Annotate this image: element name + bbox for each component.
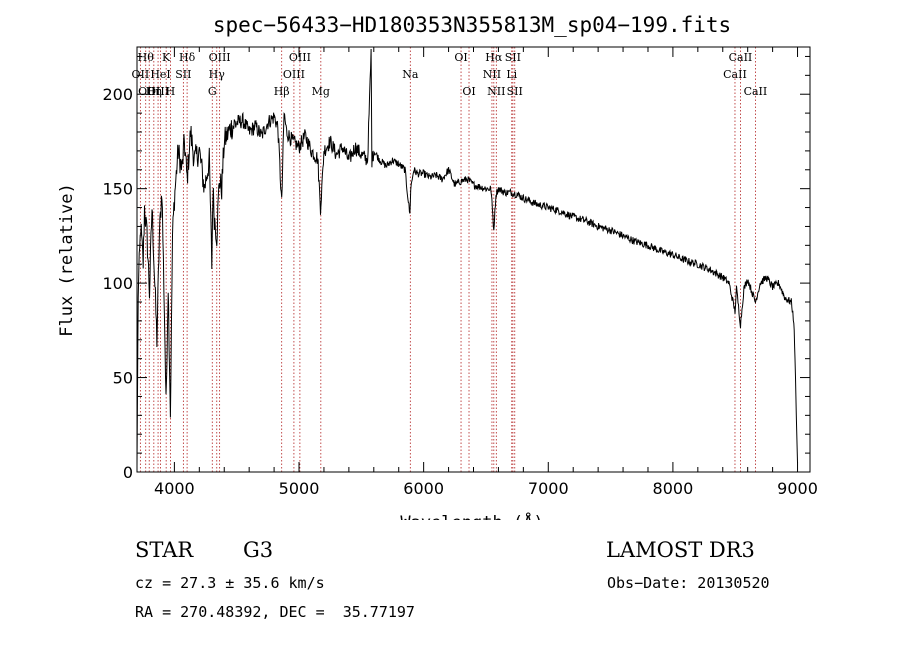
axis-ticks: 4000 5000 6000 7000 8000 9000 0 50 100 150 200 (102, 47, 818, 498)
line-label: SII (507, 85, 523, 98)
y-tick-label: 150 (102, 180, 133, 199)
line-label: OI (454, 51, 467, 64)
x-tick-label: 5000 (279, 479, 320, 498)
line-label: OIII (209, 51, 231, 64)
line-label: Mg (312, 85, 330, 98)
spectrum-line (136, 48, 798, 467)
line-label: Hθ (138, 51, 155, 64)
line-label: OI (462, 85, 475, 98)
spectrum-chart: spec−56433−HD180353N355813M_sp04−199.fit… (57, 13, 818, 520)
plot-frame (136, 46, 811, 473)
line-labels: OIIHθOIIIHηOIIIHeIKHSIIHδGHγOIIIHβOIIIOI… (132, 51, 768, 98)
line-label: CaII (744, 85, 768, 98)
line-label: SII (175, 68, 191, 81)
redshift-info: cz = 27.3 ± 35.6 km/s (135, 574, 325, 592)
line-label: NII (483, 68, 501, 81)
line-label: OIII (147, 85, 169, 98)
chart-title: spec−56433−HD180353N355813M_sp04−199.fit… (213, 13, 731, 37)
x-tick-label: 6000 (403, 479, 444, 498)
line-label: H (166, 85, 176, 98)
line-label: HeI (150, 68, 170, 81)
line-label: Na (402, 68, 419, 81)
line-label: SII (505, 51, 521, 64)
line-label: G (208, 85, 217, 98)
line-label: OII (132, 68, 150, 81)
coordinates: RA = 270.48392, DEC = 35.77197 (135, 603, 415, 621)
line-label: CaII (723, 68, 747, 81)
observation-date: Obs−Date: 20130520 (607, 574, 770, 592)
line-label: Hγ (209, 68, 226, 81)
line-label: Li (506, 68, 517, 81)
x-axis-label: Wavelength (Å) (400, 511, 543, 520)
x-tick-label: 8000 (653, 479, 694, 498)
y-tick-label: 50 (113, 369, 133, 388)
survey-name: LAMOST DR3 (606, 538, 755, 562)
object-subclass: G3 (243, 538, 274, 562)
line-label: NII (487, 85, 505, 98)
x-tick-label: 7000 (528, 479, 569, 498)
x-tick-label: 4000 (154, 479, 195, 498)
y-tick-label: 200 (102, 85, 133, 104)
spectral-line-markers (139, 47, 756, 472)
line-label: Hβ (274, 85, 290, 98)
x-tick-label: 9000 (777, 479, 818, 498)
line-label: OIII (283, 68, 305, 81)
line-label: OIII (138, 85, 160, 98)
line-label: OIII (289, 51, 311, 64)
line-label: CaII (729, 51, 753, 64)
object-class: STAR (135, 538, 194, 562)
line-label: Hδ (179, 51, 196, 64)
line-label: Hη (146, 85, 162, 98)
y-tick-label: 100 (102, 274, 133, 293)
y-tick-label: 0 (123, 463, 133, 482)
line-label: K (162, 51, 171, 64)
y-axis-label: Flux (relative) (57, 183, 77, 337)
line-label: Hα (485, 51, 503, 64)
